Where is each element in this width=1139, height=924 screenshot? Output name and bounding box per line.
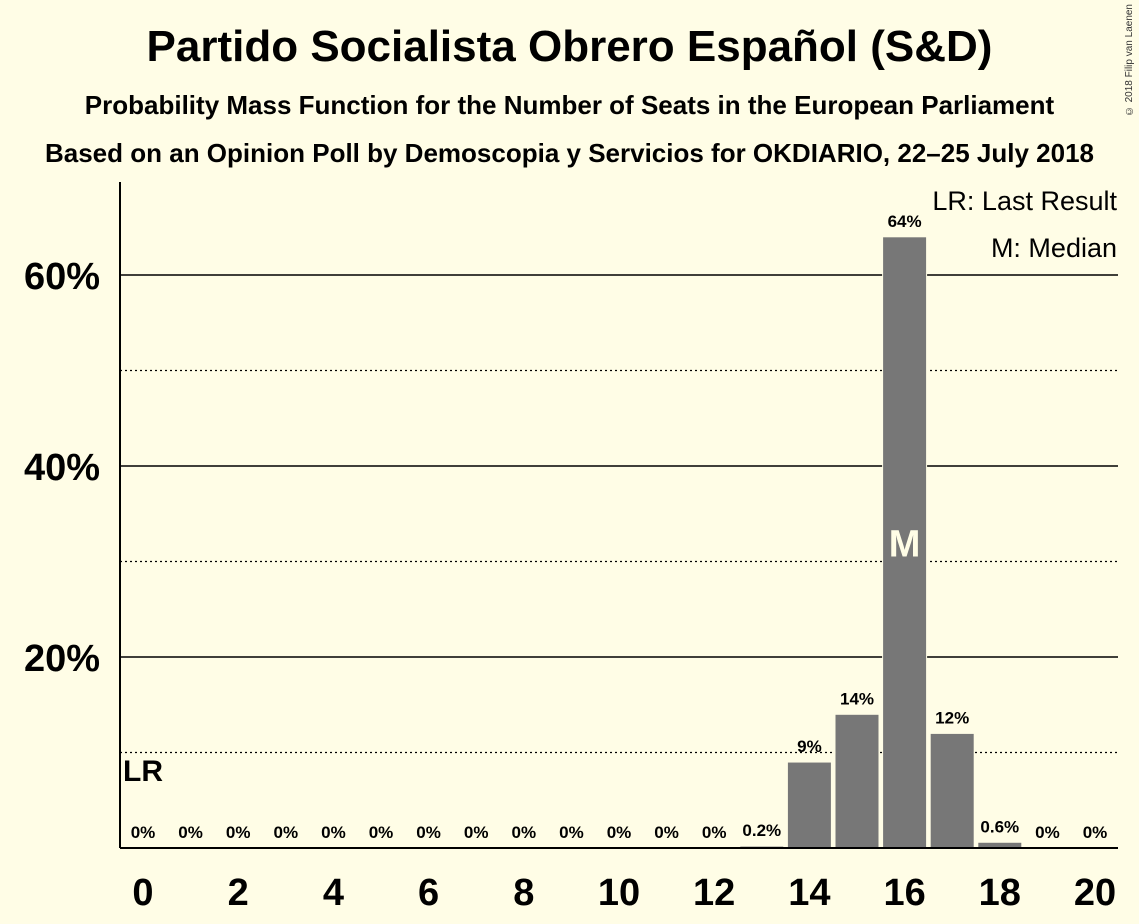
data-label: 0% (416, 823, 441, 842)
bar (929, 732, 975, 849)
data-label: 0% (131, 823, 156, 842)
x-tick-label: 10 (598, 872, 640, 914)
data-label: 0% (1035, 823, 1060, 842)
data-label: 12% (935, 708, 969, 727)
data-label: 0% (607, 823, 632, 842)
bar (786, 761, 832, 849)
x-tick-label: 2 (228, 872, 249, 914)
chart-subtitle-source: Based on an Opinion Poll by Demoscopia y… (44, 138, 1094, 168)
x-tick-label: 18 (979, 872, 1021, 914)
y-tick-label: 20% (24, 638, 100, 680)
y-tick-label: 60% (24, 256, 100, 298)
x-tick-label: 14 (788, 872, 830, 914)
x-tick-label: 0 (132, 872, 153, 914)
chart-title: Partido Socialista Obrero Español (S&D) (146, 22, 993, 71)
median-marker: M (889, 523, 921, 565)
data-label: 0% (274, 823, 299, 842)
data-label: 9% (797, 737, 822, 756)
data-label: 64% (888, 212, 922, 231)
x-tick-label: 6 (418, 872, 439, 914)
data-label: 14% (840, 689, 874, 708)
last-result-marker: LR (123, 755, 163, 788)
data-label: 0% (654, 823, 679, 842)
chart-subtitle: Probability Mass Function for the Number… (84, 90, 1055, 120)
data-label: 0% (1083, 823, 1108, 842)
legend-entry: LR: Last Result (932, 186, 1117, 216)
x-tick-label: 12 (693, 872, 735, 914)
data-label: 0% (512, 823, 537, 842)
data-label: 0% (321, 823, 346, 842)
data-label: 0% (226, 823, 251, 842)
data-label: 0% (702, 823, 727, 842)
legend-background (928, 182, 1120, 220)
legend-background (928, 229, 1120, 267)
x-tick-label: 4 (323, 872, 344, 914)
data-label: 0.2% (742, 821, 781, 840)
legend-entry: M: Median (991, 233, 1117, 263)
data-label: 0% (178, 823, 203, 842)
x-tick-label: 8 (513, 872, 534, 914)
data-label: 0% (369, 823, 394, 842)
bar (882, 236, 928, 849)
x-tick-label: 16 (883, 872, 925, 914)
y-tick-label: 40% (24, 447, 100, 489)
bar (834, 713, 880, 849)
x-tick-label: 20 (1074, 872, 1116, 914)
data-label: 0% (559, 823, 584, 842)
data-label: 0% (464, 823, 489, 842)
data-label: 0.6% (980, 817, 1019, 836)
